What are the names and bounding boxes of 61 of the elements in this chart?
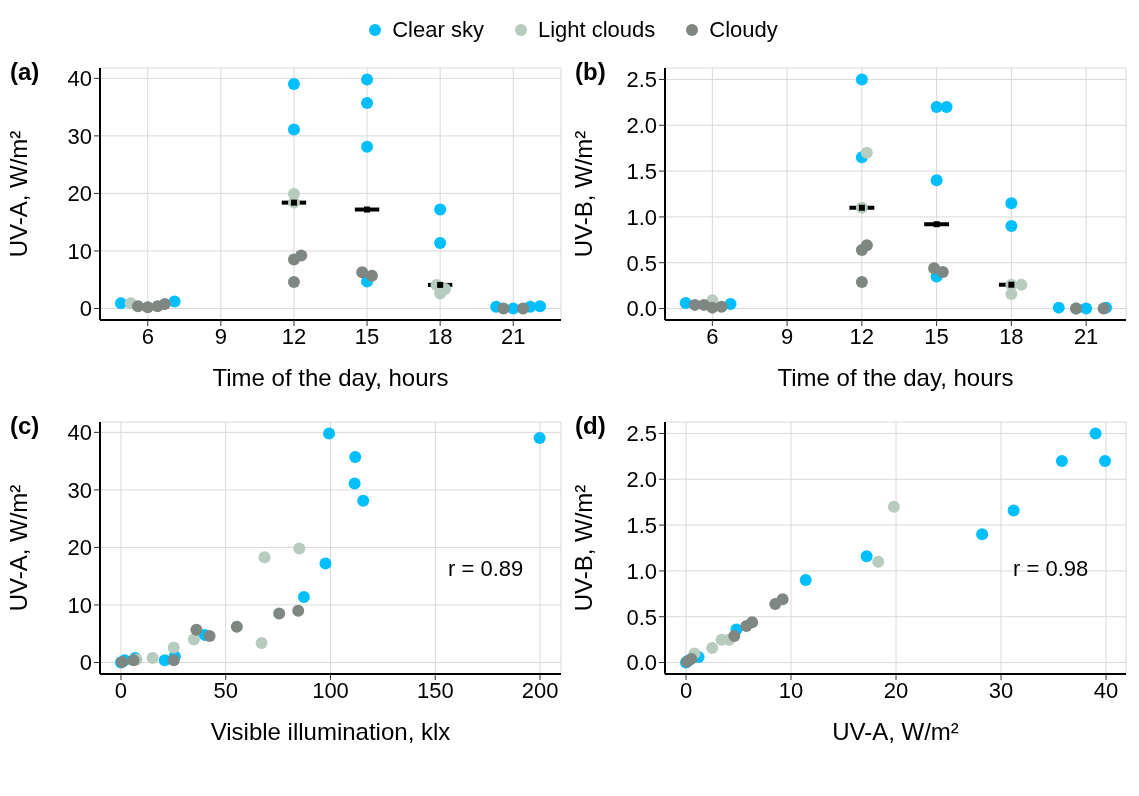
x-tick-label: 21 [501,323,526,349]
legend-label: Clear sky [392,17,484,43]
annotation: r = 0.98 [1013,556,1089,582]
legend-label: Cloudy [709,17,778,43]
x-tick-label: 100 [312,677,349,703]
annotation: r = 0.89 [448,556,524,582]
x-tick-label: 15 [924,323,949,349]
y-tick-label: 0 [79,650,92,676]
y-tick-label: 30 [67,477,92,503]
x-tick-label: 18 [427,323,453,349]
x-tick-label: 10 [778,677,804,703]
y-tick-label: 10 [67,592,92,618]
chart-title: (b) [575,58,606,86]
y-tick-label: 40 [67,66,92,92]
y-tick-label: 1.0 [626,204,657,230]
y-tick-label: 20 [67,535,92,561]
y-axis-title: UV-A, W/m² [4,484,32,612]
legend-label: Light clouds [537,17,656,43]
y-tick-label: 10 [67,238,92,264]
y-tick-label: 0.0 [626,296,657,322]
x-tick-label: 50 [213,677,238,703]
x-tick-label: 21 [1073,323,1099,349]
chart-title: (d) [575,412,606,440]
y-tick-label: 0.5 [626,604,657,630]
y-tick-label: 2.5 [626,421,657,447]
x-axis-title: Time of the day, hours [777,364,1014,391]
x-tick-label: 18 [999,323,1024,349]
x-axis-title: Visible illumination, klx [210,718,451,745]
y-tick-label: 1.5 [626,158,657,184]
chart-title: (c) [10,412,40,440]
y-tick-label: 2.5 [626,67,657,93]
x-tick-label: 0 [114,677,128,703]
chart-title: (a) [10,58,40,86]
x-tick-label: 6 [706,323,719,349]
y-tick-label: 40 [67,420,92,446]
y-tick-label: 0.0 [626,650,657,676]
x-tick-label: 200 [521,677,559,703]
x-axis-title: UV-A, W/m² [832,718,959,745]
x-tick-label: 40 [1093,677,1119,703]
x-tick-label: 0 [679,677,693,703]
y-tick-label: 20 [67,181,92,207]
x-tick-label: 12 [849,323,875,349]
y-tick-label: 1.0 [626,558,657,584]
y-axis-title: UV-B, W/m² [569,130,597,258]
y-axis-title: UV-A, W/m² [4,130,32,258]
y-tick-label: 2.0 [626,113,657,139]
y-tick-label: 0 [79,296,92,322]
y-tick-label: 1.5 [626,512,657,538]
x-tick-label: 150 [416,677,454,703]
x-tick-label: 30 [988,677,1014,703]
y-tick-label: 0.5 [626,250,657,276]
x-tick-label: 20 [883,677,909,703]
x-tick-label: 6 [141,323,154,349]
x-axis-title: Time of the day, hours [212,364,449,391]
y-tick-label: 30 [67,123,92,149]
y-tick-label: 2.0 [626,467,657,493]
x-tick-label: 9 [214,323,227,349]
y-axis-title: UV-B, W/m² [569,484,597,612]
x-tick-label: 12 [281,323,307,349]
x-tick-label: 9 [780,323,794,349]
x-tick-label: 15 [354,323,380,349]
